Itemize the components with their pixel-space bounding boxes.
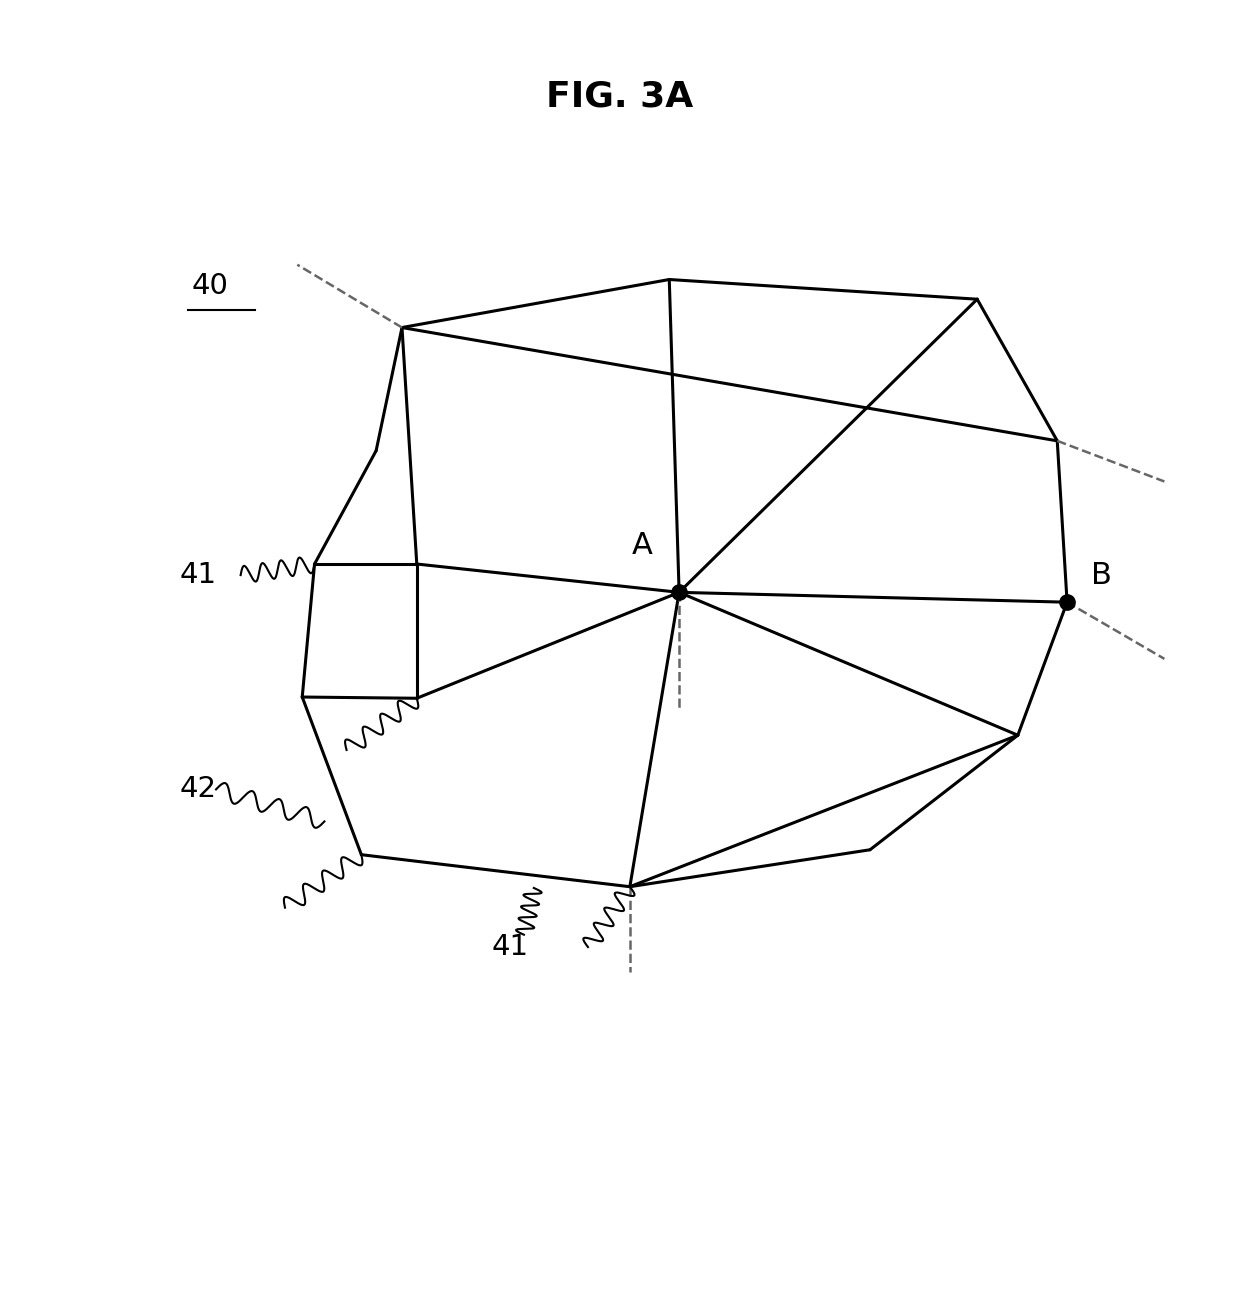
Text: FIG. 3A: FIG. 3A bbox=[547, 80, 693, 114]
Text: 41: 41 bbox=[492, 933, 529, 961]
Text: A: A bbox=[631, 531, 652, 559]
Text: 40: 40 bbox=[191, 271, 228, 300]
Text: 42: 42 bbox=[179, 775, 216, 803]
Text: B: B bbox=[1091, 561, 1112, 589]
Text: 41: 41 bbox=[179, 561, 216, 589]
